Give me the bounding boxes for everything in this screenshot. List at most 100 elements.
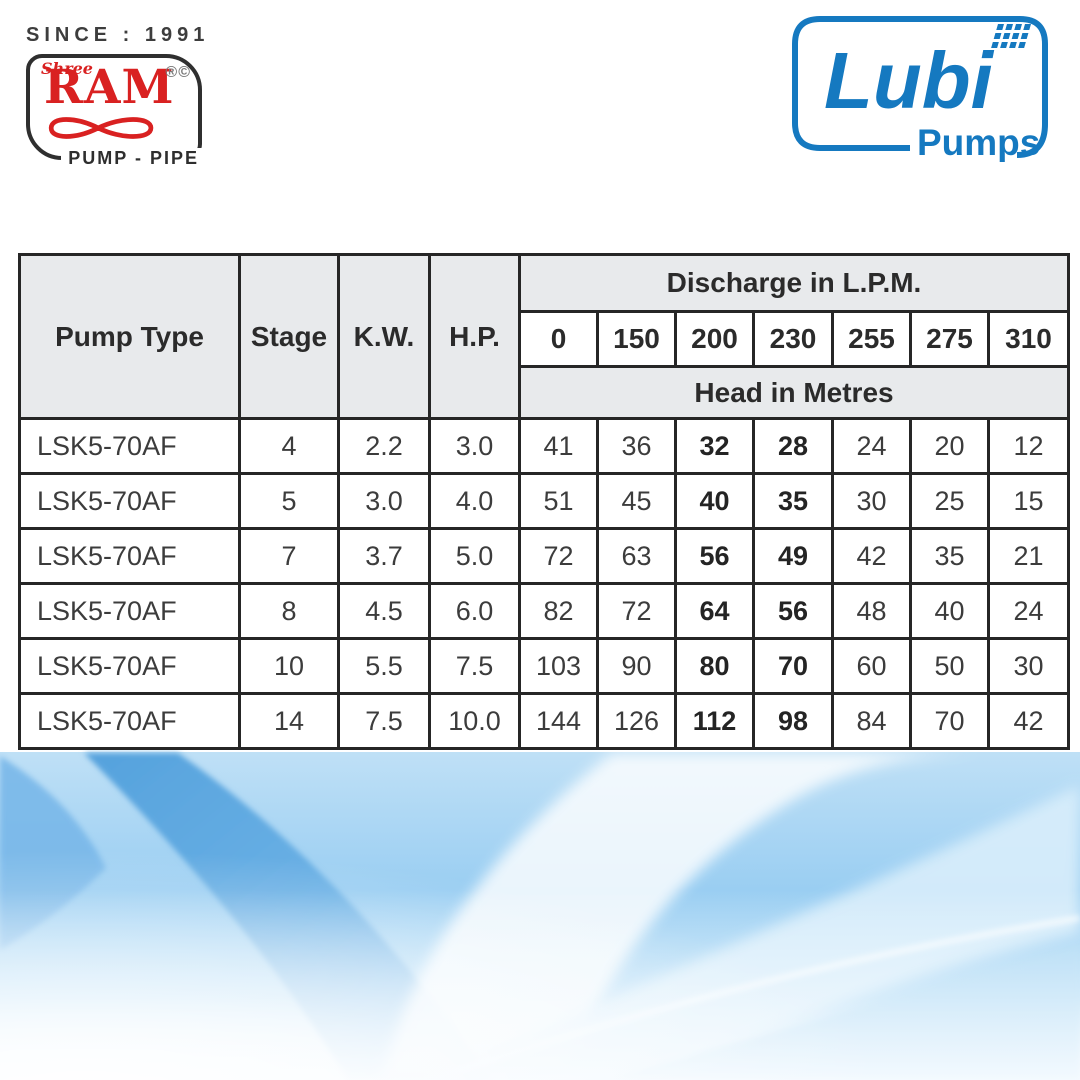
header-kw: K.W.: [337, 253, 431, 420]
header-head-metres: Head in Metres: [517, 365, 1071, 420]
header-row-top: Pump Type Stage K.W. H.P. Discharge in L…: [18, 253, 1071, 420]
header-hp: H.P.: [428, 253, 521, 420]
header-row-discharge-values: 0 150 200 230 255 275 310: [20, 310, 1071, 368]
pump-type-cell: LSK5-70AF: [18, 417, 241, 475]
kw-cell: 7.5: [337, 692, 431, 750]
discharge-col-header: 230: [752, 310, 834, 368]
discharge-col-header: 255: [831, 310, 912, 368]
head-value-cell: 72: [518, 527, 599, 585]
head-value-cell: 64: [674, 582, 755, 640]
head-value-cell: 40: [909, 582, 990, 640]
head-value-cell: 20: [909, 417, 990, 475]
head-value-cell: 40: [674, 472, 755, 530]
kw-cell: 4.5: [337, 582, 431, 640]
head-value-cell: 42: [986, 692, 1071, 750]
head-value-cell: 63: [596, 527, 677, 585]
hp-cell: 10.0: [428, 692, 521, 750]
head-value-cell: 60: [831, 637, 912, 695]
pump-type-cell: LSK5-70AF: [18, 527, 241, 585]
discharge-col-header: 150: [596, 310, 677, 368]
ram-text: RAM: [44, 60, 175, 115]
discharge-col-header: 275: [909, 310, 990, 368]
lubi-wordmark: Lubi: [824, 36, 995, 125]
hp-cell: 3.0: [428, 417, 521, 475]
head-value-cell: 51: [518, 472, 599, 530]
hp-cell: 6.0: [428, 582, 521, 640]
kw-cell: 2.2: [337, 417, 431, 475]
head-value-cell: 35: [752, 472, 834, 530]
head-value-cell: 98: [752, 692, 834, 750]
head-value-cell: 84: [831, 692, 912, 750]
hp-cell: 5.0: [428, 527, 521, 585]
stage-cell: 10: [238, 637, 340, 695]
discharge-col-header: 0: [518, 310, 599, 368]
head-value-cell: 24: [986, 582, 1071, 640]
head-value-cell: 72: [596, 582, 677, 640]
spec-table: Pump Type Stage K.W. H.P. Discharge in L…: [18, 253, 1071, 750]
head-value-cell: 50: [909, 637, 990, 695]
head-value-cell: 103: [518, 637, 599, 695]
kw-cell: 3.0: [337, 472, 431, 530]
head-value-cell: 56: [752, 582, 834, 640]
table-row: LSK5-70AF 10 5.5 7.5 103 90 80 70 60 50 30: [18, 637, 1071, 695]
head-value-cell: 21: [986, 527, 1071, 585]
pump-type-cell: LSK5-70AF: [18, 692, 241, 750]
header-discharge: Discharge in L.P.M.: [517, 253, 1071, 313]
kw-cell: 3.7: [337, 527, 431, 585]
table-row: LSK5-70AF 7 3.7 5.0 72 63 56 49 42 35 21: [18, 527, 1071, 585]
header-row-head-metres: Head in Metres: [20, 365, 1071, 420]
lubi-logo-graphic: Lubi Pumps: [792, 16, 1048, 163]
hp-cell: 7.5: [428, 637, 521, 695]
head-value-cell: 126: [596, 692, 677, 750]
table-row: LSK5-70AF 14 7.5 10.0 144 126 112 98 84 70 42: [18, 692, 1071, 750]
since-text: SINCE : 1991: [26, 24, 210, 46]
head-value-cell: 56: [674, 527, 755, 585]
ram-logo-box: Shree RAM ®© PUMP - PIPE: [26, 54, 206, 169]
head-value-cell: 28: [752, 417, 834, 475]
stage-cell: 7: [238, 527, 340, 585]
registered-copyright-marks: ®©: [165, 64, 191, 81]
head-value-cell: 45: [596, 472, 677, 530]
pump-type-cell: LSK5-70AF: [18, 472, 241, 530]
lubi-pumps-logo: Lubi Pumps: [790, 14, 1052, 163]
discharge-col-header: 310: [986, 310, 1071, 368]
stage-cell: 14: [238, 692, 340, 750]
header-pump-type: Pump Type: [18, 253, 241, 420]
stage-cell: 8: [238, 582, 340, 640]
head-value-cell: 25: [909, 472, 990, 530]
head-value-cell: 82: [518, 582, 599, 640]
table-row: LSK5-70AF 4 2.2 3.0 41 36 32 28 24 20 12: [18, 417, 1071, 475]
head-value-cell: 24: [831, 417, 912, 475]
head-value-cell: 12: [986, 417, 1071, 475]
discharge-col-header: 200: [674, 310, 755, 368]
head-value-cell: 70: [909, 692, 990, 750]
head-value-cell: 30: [831, 472, 912, 530]
pixel-grid-icon: [991, 24, 1031, 48]
head-value-cell: 49: [752, 527, 834, 585]
pump-type-cell: LSK5-70AF: [18, 582, 241, 640]
shree-ram-logo: SINCE : 1991 Shree RAM ®© PUMP - PIPE: [26, 24, 210, 169]
head-value-cell: 32: [674, 417, 755, 475]
head-value-cell: 70: [752, 637, 834, 695]
table-row: LSK5-70AF 8 4.5 6.0 82 72 64 56 48 40 24: [18, 582, 1071, 640]
header-stage: Stage: [238, 253, 340, 420]
hp-cell: 4.0: [428, 472, 521, 530]
head-value-cell: 90: [596, 637, 677, 695]
head-value-cell: 41: [518, 417, 599, 475]
stage-cell: 5: [238, 472, 340, 530]
table-row: LSK5-70AF 5 3.0 4.0 51 45 40 35 30 25 15: [18, 472, 1071, 530]
pump-type-cell: LSK5-70AF: [18, 637, 241, 695]
head-value-cell: 30: [986, 637, 1071, 695]
head-value-cell: 112: [674, 692, 755, 750]
head-value-cell: 144: [518, 692, 599, 750]
kw-cell: 5.5: [337, 637, 431, 695]
infinity-swirl-icon: [48, 117, 154, 139]
wave-background: [0, 752, 1080, 1080]
head-value-cell: 48: [831, 582, 912, 640]
pump-pipe-tagline: PUMP - PIPE: [61, 148, 206, 169]
head-value-cell: 15: [986, 472, 1071, 530]
head-value-cell: 36: [596, 417, 677, 475]
pumps-wordmark: Pumps: [917, 122, 1040, 162]
stage-cell: 4: [238, 417, 340, 475]
